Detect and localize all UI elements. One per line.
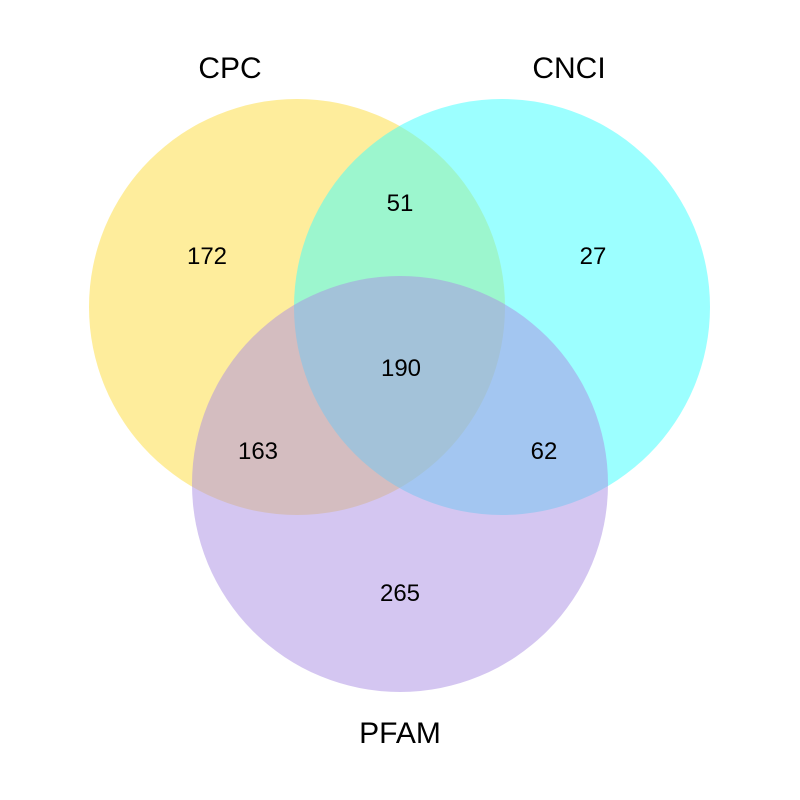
cpc-only-count: 172 [187, 243, 227, 270]
cpc-cnci-count: 51 [387, 190, 414, 217]
pfam-label: PFAM [359, 717, 441, 750]
cnci-label: CNCI [532, 52, 605, 85]
pfam-only-count: 265 [380, 580, 420, 607]
cpc-label: CPC [198, 52, 261, 85]
all-three-count: 190 [381, 355, 421, 382]
cpc-pfam-count: 163 [238, 438, 278, 465]
cnci-only-count: 27 [580, 243, 607, 270]
pfam-circle [192, 276, 608, 692]
cnci-pfam-count: 62 [531, 438, 558, 465]
